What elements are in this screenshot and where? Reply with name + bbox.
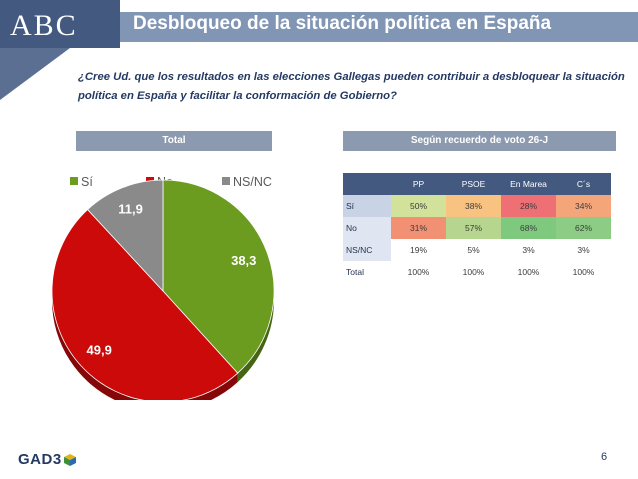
table-cell: 38% bbox=[446, 195, 501, 217]
gad3-logo: GAD3 bbox=[18, 451, 62, 468]
table-cell: 68% bbox=[501, 217, 556, 239]
survey-question: ¿Cree Ud. que los resultados en las elec… bbox=[78, 71, 625, 102]
table-row: NS/NC 19% 5% 3% 3% bbox=[343, 239, 611, 261]
legend-label-2: NS/NC bbox=[233, 175, 272, 189]
column-header: PP bbox=[391, 173, 446, 195]
section-vote-recall: Según recuerdo de voto 26-J bbox=[343, 131, 616, 151]
legend-swatch-0 bbox=[70, 177, 78, 185]
table-cell: 100% bbox=[556, 261, 611, 283]
pie-slice-no bbox=[51, 208, 239, 400]
row-label: No bbox=[343, 217, 391, 239]
table-cell: 19% bbox=[391, 239, 446, 261]
data-label-0: 38,3 bbox=[231, 253, 256, 268]
page-title: Desbloqueo de la situación política en E… bbox=[133, 13, 552, 34]
table-row: Sí 50% 38% 28% 34% bbox=[343, 195, 611, 217]
table-cell: 5% bbox=[446, 239, 501, 261]
abc-logo: ABC bbox=[0, 0, 120, 48]
pie-slice-ns-nc bbox=[87, 179, 164, 293]
row-label: NS/NC bbox=[343, 239, 391, 261]
table-row: No 31% 57% 68% 62% bbox=[343, 217, 611, 239]
pie-slice-s bbox=[162, 179, 275, 374]
corner-decoration bbox=[0, 48, 70, 100]
table-cell: 62% bbox=[556, 217, 611, 239]
header: ABC Desbloqueo de la situación política … bbox=[0, 0, 638, 48]
legend-swatch-2 bbox=[222, 177, 230, 185]
table-cell: 100% bbox=[391, 261, 446, 283]
table-cell: 28% bbox=[501, 195, 556, 217]
table-cell: 100% bbox=[446, 261, 501, 283]
table-cell: 57% bbox=[446, 217, 501, 239]
crosstab-table: PP PSOE En Marea C´s Sí 50% 38% 28% 34% No 31% 57% 6… bbox=[343, 173, 611, 283]
legend-label-0: Sí bbox=[81, 175, 93, 189]
data-label-1: 49,9 bbox=[87, 343, 112, 358]
table-row: Total 100% 100% 100% 100% bbox=[343, 261, 611, 283]
row-label: Total bbox=[343, 261, 391, 283]
table-cell: 50% bbox=[391, 195, 446, 217]
logo-text: ABC bbox=[10, 9, 78, 42]
cube-icon bbox=[64, 454, 76, 466]
table-cell: 34% bbox=[556, 195, 611, 217]
column-header: C´s bbox=[556, 173, 611, 195]
pie-slice-side-1 bbox=[52, 291, 238, 400]
column-header: PSOE bbox=[446, 173, 501, 195]
section-total: Total bbox=[76, 131, 272, 151]
data-label-2: 11,9 bbox=[118, 201, 143, 216]
table-cell: 31% bbox=[391, 217, 446, 239]
pie-slice-side-0 bbox=[237, 291, 274, 383]
table-cell: 3% bbox=[501, 239, 556, 261]
table-cell: 3% bbox=[556, 239, 611, 261]
table-cell: 100% bbox=[501, 261, 556, 283]
row-label: Sí bbox=[343, 195, 391, 217]
column-header: En Marea bbox=[501, 173, 556, 195]
table-header-row: PP PSOE En Marea C´s bbox=[343, 173, 611, 195]
page-number: 6 bbox=[601, 451, 608, 463]
table-corner-cell bbox=[343, 173, 391, 195]
